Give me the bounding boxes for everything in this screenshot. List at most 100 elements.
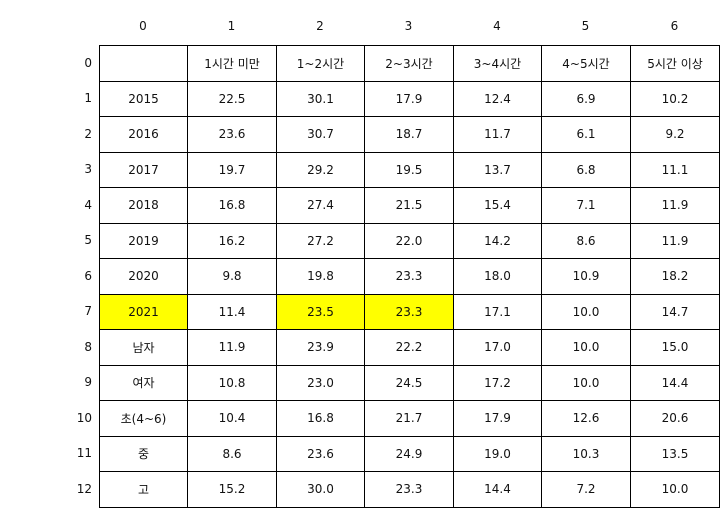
table-row: 2021 11.4 23.5 23.3 17.1 10.0 14.7 [99,293,720,330]
data-table: 1시간 미만 1~2시간 2~3시간 3~4시간 4~5시간 5시간 이상 20… [99,45,720,508]
table-cell: 19.0 [453,435,542,472]
table-cell: 9.8 [187,258,277,295]
table-cell: 중 [99,435,188,472]
table-cell: 19.5 [364,151,454,188]
table-cell: 23.6 [187,116,277,153]
table-cell: 29.2 [276,151,365,188]
table-cell: 2017 [99,151,188,188]
table-cell: 4~5시간 [541,45,631,82]
column-index-1: 1 [227,19,236,33]
table-cell: 23.9 [276,329,365,366]
row-index-4: 4 [84,197,92,212]
table-cell: 11.9 [630,187,720,224]
row-index-2: 2 [84,126,92,141]
column-index-5: 5 [581,19,590,33]
table-cell: 27.4 [276,187,365,224]
table-cell: 15.0 [630,329,720,366]
row-index-0: 0 [84,55,92,70]
table-cell: 16.8 [187,187,277,224]
table-row: 남자 11.9 23.9 22.2 17.0 10.0 15.0 [99,329,720,366]
header-row: 1시간 미만 1~2시간 2~3시간 3~4시간 4~5시간 5시간 이상 [99,45,720,82]
table-cell: 2~3시간 [364,45,454,82]
row-index-10: 10 [76,410,92,425]
table-cell: 8.6 [541,222,631,259]
table-cell: 12.6 [541,400,631,437]
table-cell: 23.0 [276,364,365,401]
table-cell: 14.7 [630,293,720,330]
table-cell: 2016 [99,116,188,153]
column-index-2: 2 [316,19,324,33]
table-cell: 24.5 [364,364,454,401]
row-index-5: 5 [84,233,92,247]
row-index-6: 6 [84,268,92,283]
table-cell: 5시간 이상 [630,45,720,82]
table-cell: 27.2 [276,222,365,259]
row-index-9: 9 [84,375,92,389]
table-row: 2015 22.5 30.1 17.9 12.4 6.9 10.2 [99,80,720,117]
table-cell: 23.6 [276,435,365,472]
table-cell: 16.8 [276,400,365,437]
table-cell: 10.0 [541,329,631,366]
table-cell: 18.7 [364,116,454,153]
table-row: 2018 16.8 27.4 21.5 15.4 7.1 11.9 [99,187,720,224]
table-cell: 13.7 [453,151,542,188]
column-index-4: 4 [493,19,501,33]
row-index-1: 1 [84,91,92,105]
table-cell: 11.9 [187,329,277,366]
highlighted-cell: 23.3 [364,293,454,330]
table-cell: 고 [99,471,188,508]
highlighted-cell: 23.5 [276,293,365,330]
table-row: 2019 16.2 27.2 22.0 14.2 8.6 11.9 [99,222,720,259]
table-cell: 2020 [99,258,188,295]
table-cell: 초(4~6) [99,400,188,437]
table-cell: 6.8 [541,151,631,188]
table-cell: 23.3 [364,471,454,508]
table-cell: 15.4 [453,187,542,224]
table-cell: 17.0 [453,329,542,366]
table-cell: 2018 [99,187,188,224]
table-cell: 19.8 [276,258,365,295]
table-cell: 1~2시간 [276,45,365,82]
table-cell: 17.9 [364,80,454,117]
row-index-3: 3 [84,162,92,176]
table-cell: 18.0 [453,258,542,295]
table-cell: 17.2 [453,364,542,401]
table-cell: 13.5 [630,435,720,472]
row-index-7: 7 [84,304,92,318]
table-cell: 19.7 [187,151,277,188]
table-cell: 18.2 [630,258,720,295]
table-cell: 2015 [99,80,188,117]
table-cell: 23.3 [364,258,454,295]
table-cell: 11.4 [187,293,277,330]
table-cell: 20.6 [630,400,720,437]
table-cell: 2019 [99,222,188,259]
table-cell: 21.7 [364,400,454,437]
table-row: 초(4~6) 10.4 16.8 21.7 17.9 12.6 20.6 [99,400,720,437]
table-cell: 11.9 [630,222,720,259]
table-cell: 14.4 [630,364,720,401]
table-cell [99,45,188,82]
table-cell: 10.4 [187,400,277,437]
row-index-8: 8 [84,339,92,354]
column-index-3: 3 [404,19,413,33]
table-cell: 10.9 [541,258,631,295]
table-cell: 17.1 [453,293,542,330]
table-cell: 3~4시간 [453,45,542,82]
table-cell: 24.9 [364,435,454,472]
table-cell: 22.2 [364,329,454,366]
table-cell: 14.2 [453,222,542,259]
highlighted-cell: 2021 [99,293,188,330]
table-cell: 10.8 [187,364,277,401]
table-cell: 6.1 [541,116,631,153]
table-row: 2017 19.7 29.2 19.5 13.7 6.8 11.1 [99,151,720,188]
row-index-11: 11 [76,446,92,460]
table-cell: 16.2 [187,222,277,259]
table-cell: 10.0 [630,471,720,508]
table-cell: 10.0 [541,364,631,401]
table-cell: 여자 [99,364,188,401]
table-cell: 21.5 [364,187,454,224]
table-cell: 10.3 [541,435,631,472]
row-index-12: 12 [76,481,92,496]
table-cell: 7.1 [541,187,631,224]
table-cell: 9.2 [630,116,720,153]
